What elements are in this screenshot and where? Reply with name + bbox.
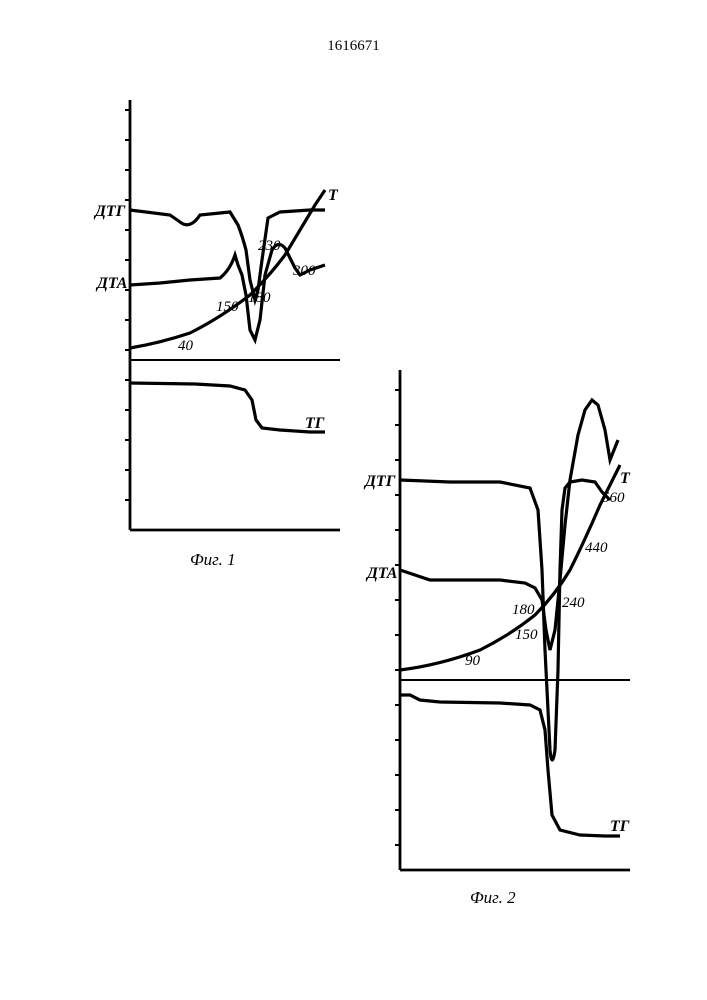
fig2-t-label: Т — [620, 470, 630, 488]
fig2-t-curve — [400, 465, 620, 670]
fig2-caption: Фиг. 2 — [470, 888, 516, 908]
fig2-svg — [370, 370, 630, 900]
fig1-tg-curve — [130, 383, 325, 432]
figure-2: ДТГ ДТА Т ТГ 90 150 180 240 440 560 Фиг.… — [370, 370, 630, 900]
fig2-dta-curve — [400, 400, 618, 650]
fig1-dta-label: ДТА — [97, 275, 127, 293]
fig2-tg-curve — [400, 695, 620, 836]
fig1-n180: 180 — [248, 290, 271, 307]
fig2-dtg-label: ДТГ — [365, 473, 395, 491]
fig2-n150: 150 — [515, 627, 538, 644]
page-number: 1616671 — [327, 38, 380, 55]
fig2-tg-label: ТГ — [610, 818, 629, 836]
fig1-dtg-curve — [130, 210, 325, 300]
fig1-n40: 40 — [178, 338, 193, 355]
fig2-dtg-curve — [400, 480, 610, 760]
fig2-n90: 90 — [465, 653, 480, 670]
fig2-n440: 440 — [585, 540, 608, 557]
fig1-dta-curve — [130, 244, 325, 340]
fig1-caption: Фиг. 1 — [190, 550, 236, 570]
fig1-n300: 300 — [293, 263, 316, 280]
fig1-tg-label: ТГ — [305, 415, 324, 433]
fig1-n150: 150 — [216, 299, 239, 316]
figure-1: ДТГ ДТА Т ТГ 40 150 180 230 300 Фиг. 1 — [100, 100, 340, 560]
fig1-dtg-label: ДТГ — [95, 203, 125, 221]
fig2-dta-label: ДТА — [367, 565, 397, 583]
fig2-n240: 240 — [562, 595, 585, 612]
fig2-n180: 180 — [512, 602, 535, 619]
fig1-t-label: Т — [328, 187, 338, 205]
fig1-n230: 230 — [258, 238, 281, 255]
fig2-n560: 560 — [602, 490, 625, 507]
fig1-svg — [100, 100, 340, 560]
